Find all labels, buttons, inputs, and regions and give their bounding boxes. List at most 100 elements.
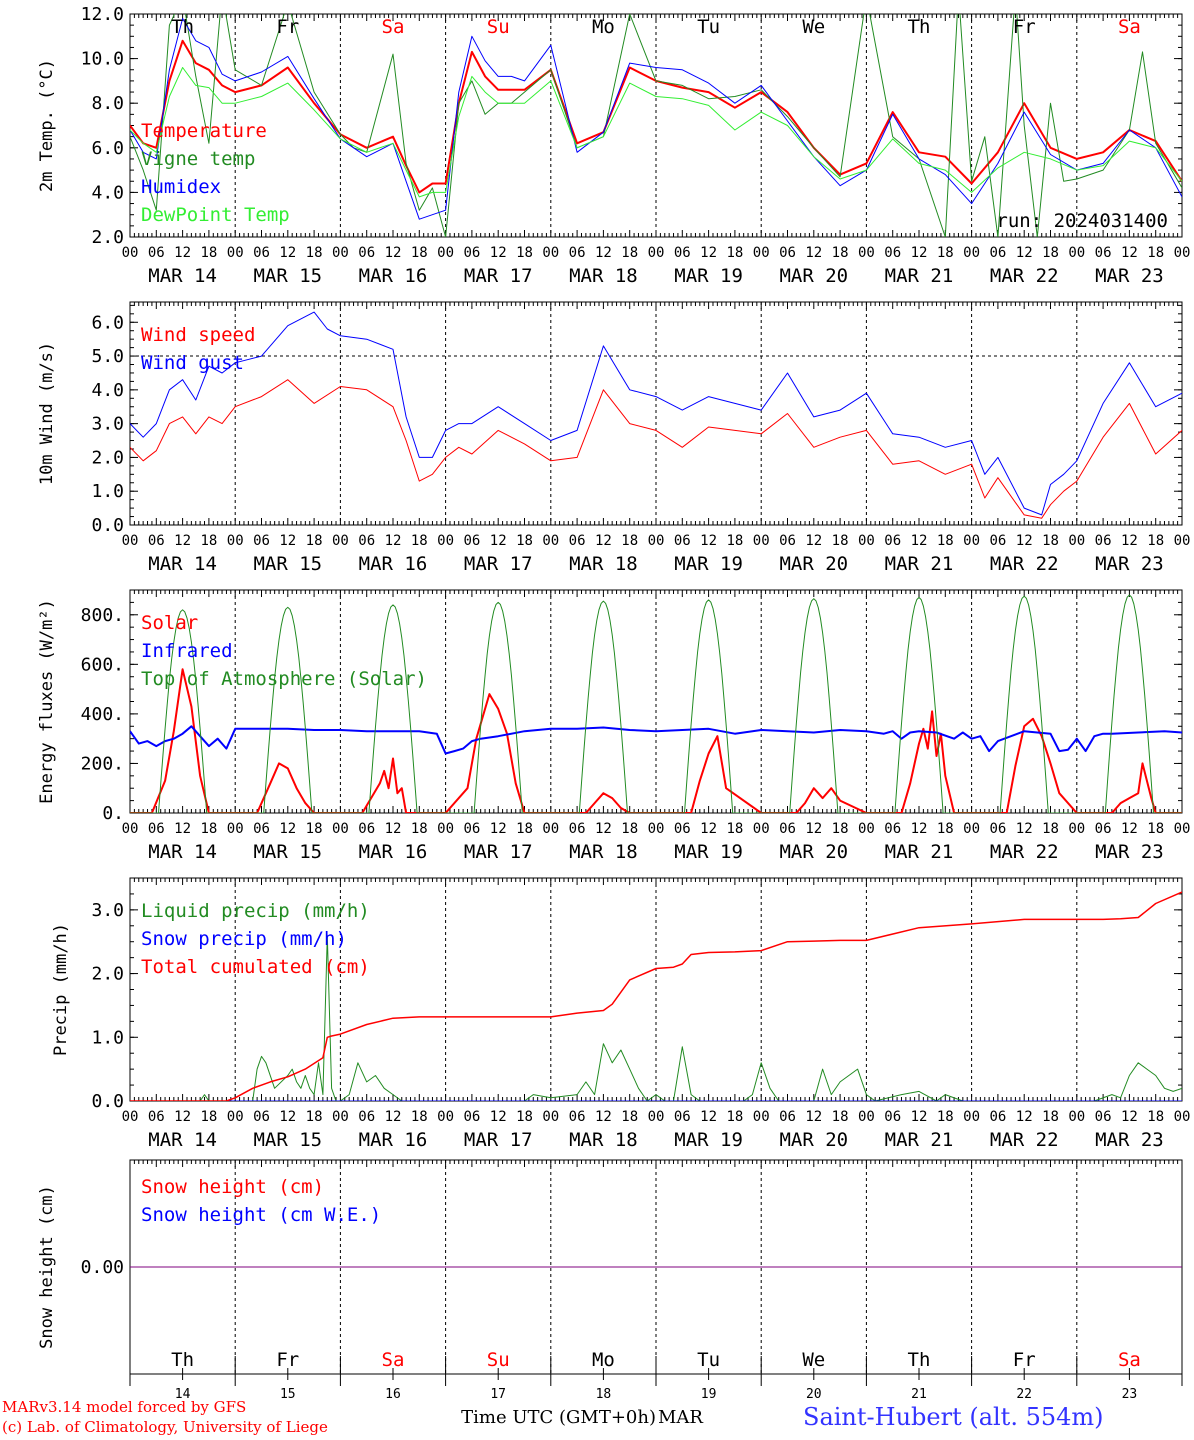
x-date-label: MAR 16: [359, 265, 428, 287]
x-hour-label: 06: [253, 821, 270, 837]
x-hour-label: 06: [358, 1109, 375, 1125]
x-hour-label: 12: [174, 821, 191, 837]
x-hour-label: 12: [911, 245, 928, 261]
y-tick-label: 8.0: [91, 93, 124, 114]
x-hour-label: 06: [989, 533, 1006, 549]
x-hour-label: 00: [1068, 245, 1085, 261]
x-date-label: MAR 22: [990, 553, 1059, 575]
panel-1: 2.0 4.0 6.0 8.0 10.0 12.0 2m Temp. (°C) Tempera…: [37, 4, 1191, 287]
series-dewpoint-temp-line: [130, 67, 1182, 198]
day-number-label: 22: [1016, 1387, 1032, 1402]
x-hour-label: 12: [700, 533, 717, 549]
day-number-label: 23: [1122, 1387, 1138, 1402]
weekday-label: Sa: [1118, 1349, 1141, 1371]
weekday-label: Fr: [1013, 16, 1036, 38]
x-hour-label: 00: [1174, 1109, 1191, 1125]
x-hour-label: 06: [148, 533, 165, 549]
x-hour-label: 00: [963, 1109, 980, 1125]
run-label: run: 2024031400: [996, 210, 1168, 232]
y-tick-label: 2.0: [91, 227, 124, 248]
plot-area: [130, 311, 1182, 519]
x-date-label: MAR 19: [674, 1129, 743, 1151]
model-credit: MARv3.14 model forced by GFS: [2, 1398, 247, 1416]
x-hour-label: 12: [595, 245, 612, 261]
x-hour-label: 06: [989, 245, 1006, 261]
x-hour-label: 18: [411, 821, 428, 837]
y-tick-label: 4.0: [91, 182, 124, 203]
y-axis-label: Snow height (cm): [37, 1185, 57, 1349]
x-hour-label: 06: [569, 821, 586, 837]
x-hour-label: 18: [937, 821, 954, 837]
x-hour-label: 12: [805, 533, 822, 549]
weekday-label: Tu: [697, 1349, 720, 1371]
series-total-cumulated-cm-line: [130, 891, 1182, 1101]
y-tick-label: 6.0: [91, 138, 124, 159]
day-number-label: 20: [806, 1387, 822, 1402]
x-hour-label: 18: [411, 1109, 428, 1125]
x-hour-label: 12: [1121, 533, 1138, 549]
x-date-label: MAR 20: [779, 553, 848, 575]
x-hour-label: 06: [989, 821, 1006, 837]
x-hour-label: 00: [1174, 245, 1191, 261]
y-tick-label: 200.: [81, 753, 124, 774]
series-temperature-line: [130, 39, 1182, 194]
x-hour-label: 12: [700, 821, 717, 837]
day-number-label: 21: [911, 1387, 927, 1402]
x-hour-label: 00: [122, 821, 139, 837]
y-tick-label: 5.0: [91, 346, 124, 367]
x-hour-label: 12: [805, 245, 822, 261]
x-hour-label: 18: [1042, 245, 1059, 261]
x-hour-label: 12: [385, 821, 402, 837]
weekday-label: Th: [908, 1349, 931, 1371]
x-hour-label: 06: [884, 533, 901, 549]
day-number-label: 15: [280, 1387, 296, 1402]
x-hour-label: 00: [437, 533, 454, 549]
x-hour-label: 06: [1095, 821, 1112, 837]
x-hour-label: 00: [332, 533, 349, 549]
x-hour-label: 12: [174, 1109, 191, 1125]
weekday-label: Sa: [1118, 16, 1141, 38]
x-hour-label: 18: [200, 533, 217, 549]
weekday-label: Th: [171, 16, 194, 38]
x-hour-label: 06: [253, 245, 270, 261]
x-hour-label: 12: [174, 245, 191, 261]
x-hour-label: 18: [411, 245, 428, 261]
x-hour-label: 12: [385, 1109, 402, 1125]
x-date-label: MAR 22: [990, 265, 1059, 287]
x-date-label: MAR 21: [885, 841, 954, 863]
day-number-label: 18: [596, 1387, 612, 1402]
x-hour-label: 18: [200, 821, 217, 837]
x-hour-label: 12: [490, 1109, 507, 1125]
x-hour-label: 18: [1147, 533, 1164, 549]
y-tick-label: 10.0: [81, 49, 124, 70]
x-hour-label: 06: [463, 821, 480, 837]
x-axis-title: Time UTC (GMT+0h): [461, 1407, 656, 1428]
x-hour-label: 00: [648, 245, 665, 261]
y-tick-label: 1.0: [91, 481, 124, 502]
x-hour-label: 00: [332, 245, 349, 261]
x-hour-label: 06: [884, 821, 901, 837]
x-hour-label: 00: [542, 1109, 559, 1125]
series-wind-gust-line: [130, 311, 1182, 516]
weekday-label: Sa: [382, 16, 405, 38]
x-hour-label: 06: [779, 821, 796, 837]
x-hour-label: 12: [1121, 245, 1138, 261]
y-tick-label: 400.: [81, 704, 124, 725]
y-tick-label: 12.0: [81, 4, 124, 25]
x-hour-label: 12: [805, 821, 822, 837]
x-date-label: MAR 21: [885, 1129, 954, 1151]
x-hour-label: 18: [726, 1109, 743, 1125]
x-date-label: MAR 15: [253, 553, 322, 575]
x-hour-label: 06: [779, 245, 796, 261]
x-hour-label: 00: [332, 821, 349, 837]
x-hour-label: 18: [1042, 1109, 1059, 1125]
x-hour-label: 00: [1174, 533, 1191, 549]
y-tick-label: 0.: [102, 803, 124, 824]
y-tick-label: 800.: [81, 605, 124, 626]
x-hour-label: 12: [595, 1109, 612, 1125]
y-tick-label: 3.0: [91, 900, 124, 921]
x-hour-label: 00: [648, 533, 665, 549]
x-hour-label: 00: [437, 245, 454, 261]
x-hour-label: 00: [1068, 1109, 1085, 1125]
